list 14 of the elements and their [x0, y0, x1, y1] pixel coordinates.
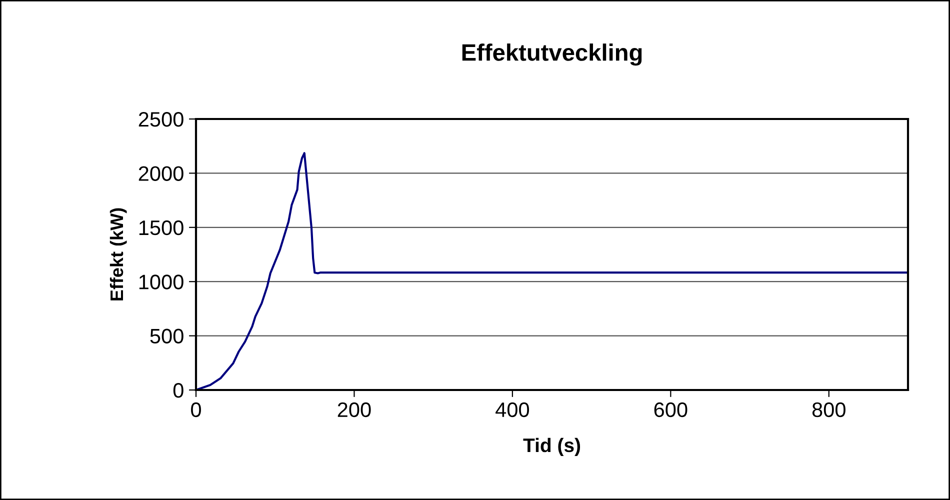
y-tick-label: 500 [150, 328, 184, 344]
chart-title: Effektutveckling [462, 44, 642, 66]
x-tick-label: 600 [654, 402, 688, 418]
x-tick-label: 0 [191, 402, 201, 418]
y-tick-label: 2000 [138, 166, 184, 181]
y-axis-title: Effekt (kW) [110, 208, 127, 300]
x-tick-label: 400 [496, 402, 530, 418]
y-tick-label: 2500 [138, 112, 184, 127]
x-axis-title: Tid (s) [523, 438, 580, 456]
x-tick-label: 200 [338, 402, 371, 418]
x-tick-label: 800 [812, 402, 846, 418]
y-tick-label: 0 [173, 383, 184, 398]
y-tick-label: 1000 [139, 274, 184, 290]
y-tick-label: 1500 [139, 220, 184, 236]
